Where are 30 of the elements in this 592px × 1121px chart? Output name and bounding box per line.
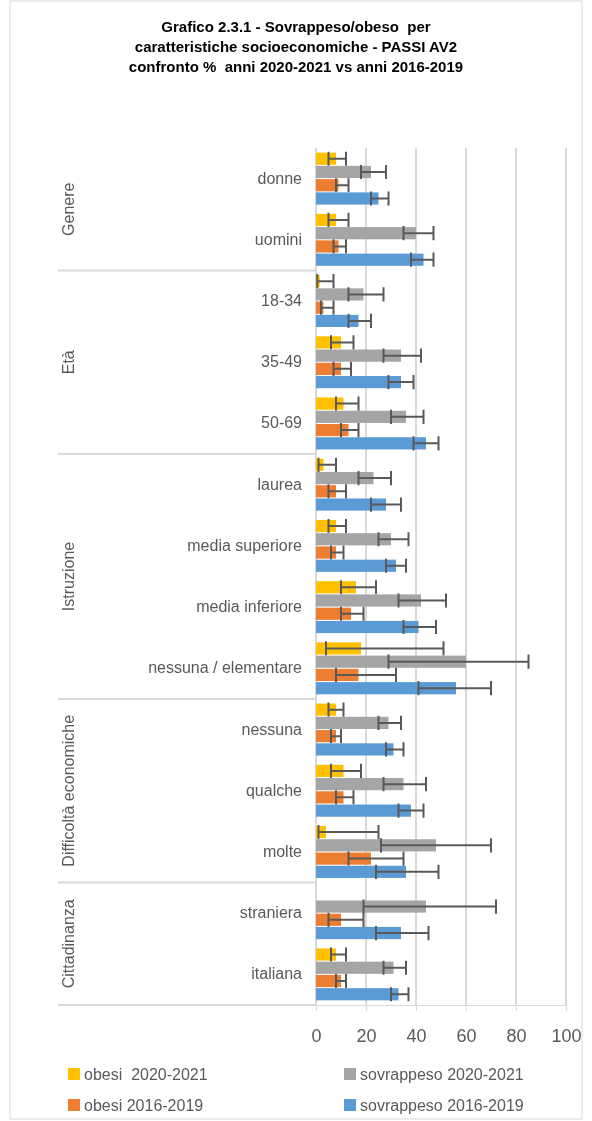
y-tick-label: media inferiore — [196, 598, 303, 616]
x-tick-label: 0 — [311, 1025, 322, 1046]
y-tick-label: nessuna / elementare — [148, 659, 303, 677]
x-tick-label: 60 — [456, 1025, 477, 1046]
x-tick-label: 20 — [356, 1025, 377, 1046]
chart-title: Grafico 2.3.1 - Sovrappeso/obeso per caratteristiche socioeconomiche - PASSI AV2 confronto % anni 2020-2021 vs anni 2016-2019 — [128, 18, 464, 75]
y-tick-label: italiana — [251, 965, 303, 983]
y-tick-label: qualche — [245, 781, 303, 799]
x-tick-label: 100 — [551, 1025, 582, 1046]
y-tick-label: donne — [257, 169, 303, 187]
text: Età — [60, 350, 77, 375]
text: Genere — [60, 182, 77, 236]
x-tick-label: 40 — [406, 1025, 427, 1046]
y-tick-label: straniera — [239, 904, 303, 922]
legend-label: obesi 2020-2021 — [84, 1066, 208, 1083]
legend-label: obesi 2016-2019 — [84, 1097, 204, 1114]
y-tick-label: 35-49 — [261, 353, 303, 371]
y-tick-label: uomini — [254, 230, 302, 248]
y-tick-label: media superiore — [187, 536, 303, 554]
y-tick-label: laurea — [257, 475, 303, 493]
text: Cittadinanza — [60, 899, 77, 989]
y-tick-label: 18-34 — [261, 292, 303, 310]
legend-label: sovrappeso 2016-2019 — [360, 1097, 524, 1114]
y-tick-label: 50-69 — [261, 414, 303, 432]
y-tick-label: nessuna — [241, 720, 303, 738]
text: Istruzione — [60, 541, 77, 612]
y-tick-label: molte — [262, 842, 303, 860]
legend-label: sovrappeso 2020-2021 — [360, 1066, 524, 1083]
x-tick-label: 80 — [506, 1025, 527, 1046]
text: Difficoltà economiche — [60, 714, 77, 867]
